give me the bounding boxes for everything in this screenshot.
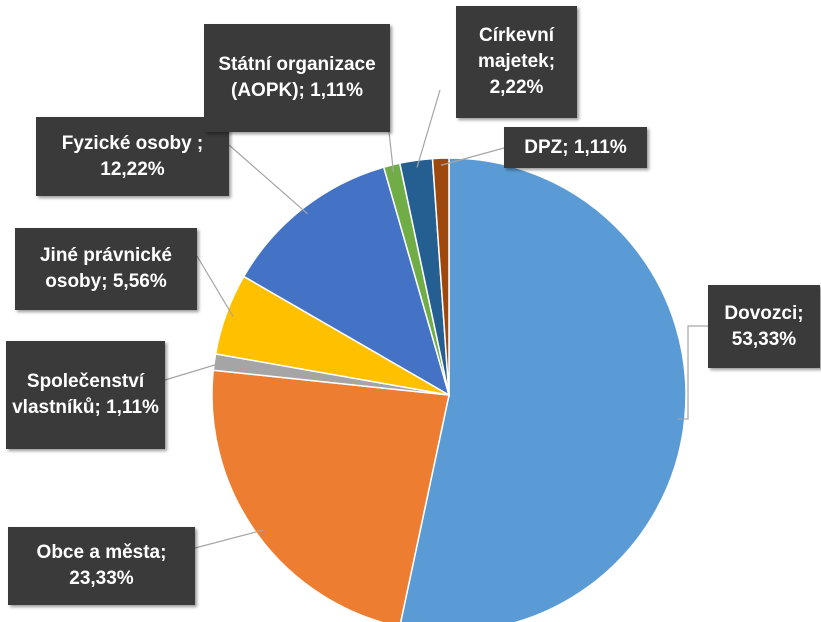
value-label: 1,11% <box>106 397 159 418</box>
data-label: Obce a města; 23,33% <box>8 527 195 605</box>
data-label: Dovozci; 53,33% <box>708 285 820 368</box>
pie-slice <box>431 157 450 396</box>
value-label: 23,33% <box>69 568 134 589</box>
data-label: DPZ; 1,11% <box>504 127 647 168</box>
data-label: Církevní majetek; 2,22% <box>456 6 577 118</box>
category-name: Dovozci; <box>724 302 804 324</box>
category-name: Společenství vlastníků; <box>12 371 145 418</box>
leader-line <box>388 131 395 172</box>
leader-line <box>228 144 308 215</box>
value-label: 5,56% <box>112 271 167 292</box>
category-name: DPZ; <box>524 136 569 158</box>
data-label: Státní organizace (AOPK); 1,11% <box>204 24 390 132</box>
category-name: Církevní majetek; <box>477 25 556 72</box>
category-name: Fyzické osoby ; <box>61 132 204 154</box>
value-label: 1,11% <box>573 136 627 158</box>
pie-slice <box>211 369 450 622</box>
category-name: Obce a města; <box>36 542 167 563</box>
data-label: Fyzické osoby ; 12,22% <box>36 117 229 196</box>
leader-line <box>677 325 708 420</box>
leader-line <box>194 529 264 549</box>
category-name: Jiné právnické osoby; <box>39 245 173 292</box>
value-label: 1,11% <box>310 80 363 101</box>
leader-line <box>416 89 441 168</box>
value-label: 53,33% <box>731 328 797 350</box>
data-label: Jiné právnické osoby; 5,56% <box>15 228 197 310</box>
leader-line <box>164 362 222 381</box>
value-label: 2,22% <box>489 77 544 98</box>
leader-line <box>440 147 505 166</box>
leader-line <box>196 255 234 317</box>
category-name: Státní organizace (AOPK); <box>218 54 376 101</box>
pie-slice <box>242 166 451 397</box>
pie-slice <box>399 157 687 622</box>
data-label: Společenství vlastníků; 1,11% <box>6 341 165 449</box>
value-label: 12,22% <box>100 158 165 180</box>
